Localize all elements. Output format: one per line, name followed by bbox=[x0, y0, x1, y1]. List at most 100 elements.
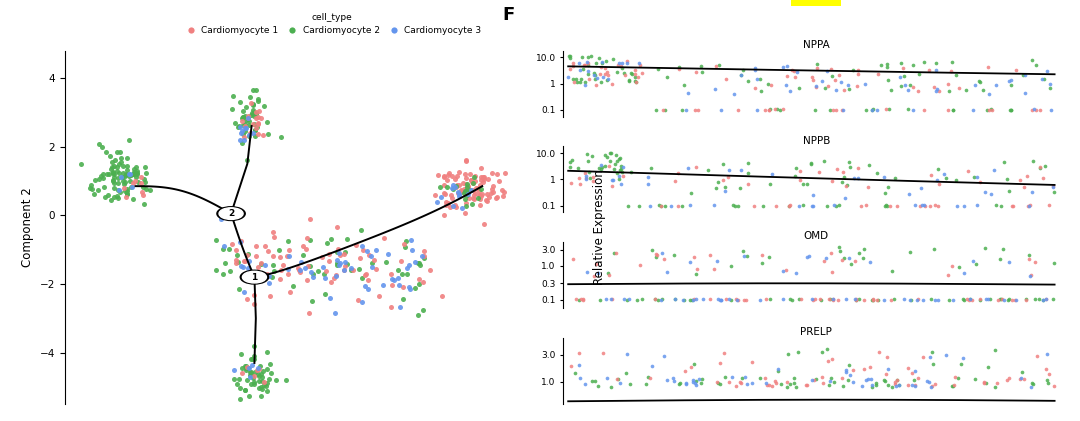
Point bbox=[354, 246, 372, 253]
Point bbox=[603, 296, 620, 303]
Point bbox=[910, 71, 928, 78]
Point bbox=[836, 174, 853, 181]
Point bbox=[610, 156, 627, 163]
Point bbox=[594, 73, 611, 80]
Point bbox=[610, 173, 627, 179]
Point bbox=[273, 134, 291, 141]
Point bbox=[658, 268, 675, 275]
Point bbox=[484, 189, 501, 195]
Point bbox=[125, 168, 143, 175]
Point bbox=[253, 276, 270, 282]
Point bbox=[257, 243, 274, 250]
Point bbox=[828, 165, 846, 172]
Point bbox=[769, 366, 786, 373]
Point bbox=[752, 375, 769, 382]
Point bbox=[865, 296, 882, 303]
Point bbox=[998, 377, 1015, 384]
Point bbox=[353, 299, 370, 306]
Point bbox=[822, 66, 839, 72]
Point bbox=[774, 106, 792, 113]
Point bbox=[970, 78, 987, 85]
Point bbox=[880, 106, 897, 113]
Point bbox=[99, 191, 117, 198]
Point bbox=[253, 259, 270, 266]
Point bbox=[646, 296, 663, 303]
Point bbox=[878, 353, 895, 360]
Point bbox=[480, 175, 497, 182]
Point bbox=[456, 188, 473, 195]
Point bbox=[679, 165, 697, 172]
Point bbox=[409, 259, 427, 266]
Point bbox=[909, 296, 927, 302]
Point bbox=[939, 271, 956, 278]
Point bbox=[947, 72, 964, 79]
Point bbox=[124, 179, 141, 186]
Point bbox=[609, 69, 626, 75]
Point bbox=[805, 203, 822, 210]
Point bbox=[1017, 296, 1035, 303]
Point bbox=[833, 78, 850, 85]
Point bbox=[588, 82, 605, 88]
Point bbox=[781, 203, 798, 209]
Point bbox=[432, 184, 449, 191]
Point bbox=[471, 196, 488, 203]
Point bbox=[813, 374, 831, 381]
Point bbox=[237, 124, 254, 131]
Point bbox=[780, 203, 797, 209]
Point bbox=[359, 248, 376, 254]
Point bbox=[586, 76, 604, 83]
Point bbox=[761, 181, 779, 188]
Point bbox=[662, 203, 679, 209]
Point bbox=[436, 191, 454, 197]
Point bbox=[671, 64, 688, 70]
Point bbox=[612, 165, 630, 172]
Point bbox=[300, 309, 318, 316]
Point bbox=[446, 202, 463, 209]
Point bbox=[734, 248, 752, 255]
Point bbox=[1003, 296, 1021, 303]
Point bbox=[575, 65, 592, 72]
Point bbox=[135, 192, 152, 198]
Legend: Cardiomyocyte 1, Cardiomyocyte 2, Cardiomyocyte 3: Cardiomyocyte 1, Cardiomyocyte 2, Cardio… bbox=[178, 9, 485, 39]
Point bbox=[753, 252, 770, 258]
Point bbox=[271, 253, 288, 260]
Point bbox=[787, 165, 805, 171]
Point bbox=[990, 296, 1008, 303]
Point bbox=[460, 191, 477, 198]
Point bbox=[903, 382, 920, 389]
Point bbox=[243, 355, 260, 362]
Point bbox=[238, 156, 255, 163]
Point bbox=[629, 297, 646, 304]
Point bbox=[323, 278, 340, 285]
Point bbox=[737, 374, 754, 381]
Point bbox=[109, 187, 126, 193]
Point bbox=[930, 87, 947, 94]
Point bbox=[1016, 72, 1034, 78]
Point bbox=[103, 196, 120, 203]
Point bbox=[241, 129, 258, 136]
Point bbox=[1045, 189, 1063, 196]
Point bbox=[989, 296, 1007, 303]
Point bbox=[280, 266, 297, 272]
Point bbox=[261, 280, 279, 287]
Point bbox=[908, 297, 926, 304]
Point bbox=[292, 266, 309, 273]
Point bbox=[743, 379, 760, 386]
Point bbox=[240, 365, 257, 371]
Point bbox=[113, 173, 131, 180]
Point bbox=[111, 189, 129, 195]
Point bbox=[791, 84, 808, 91]
Point bbox=[738, 296, 755, 303]
Point bbox=[394, 270, 411, 277]
Point bbox=[563, 180, 580, 187]
Point bbox=[598, 76, 616, 83]
Point bbox=[827, 107, 845, 114]
Point bbox=[579, 59, 596, 66]
Point bbox=[266, 267, 283, 274]
Point bbox=[728, 383, 745, 389]
Point bbox=[891, 381, 908, 388]
Point bbox=[639, 174, 657, 181]
Point bbox=[610, 59, 627, 66]
Point bbox=[670, 381, 687, 387]
Point bbox=[714, 161, 731, 168]
